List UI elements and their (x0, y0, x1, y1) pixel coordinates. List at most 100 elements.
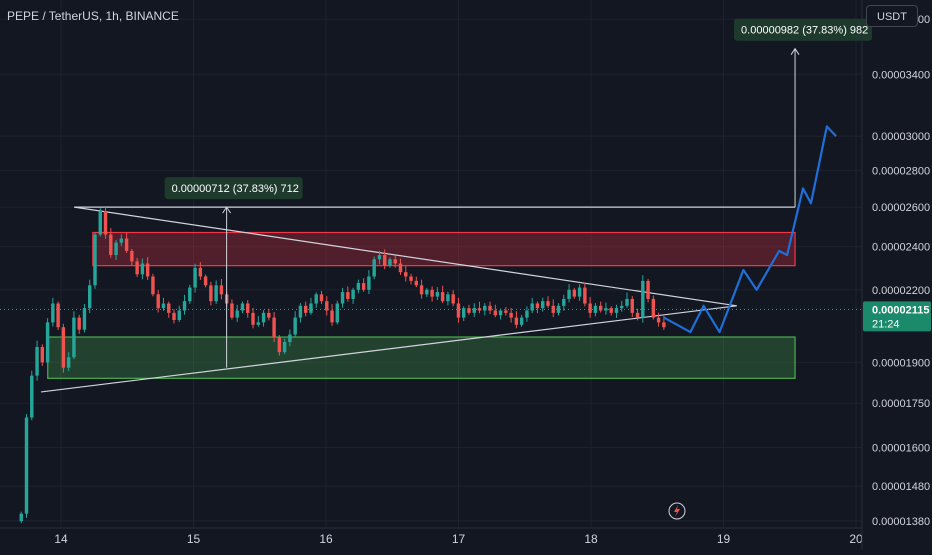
candle-body (72, 317, 76, 358)
candle-body (61, 327, 66, 368)
candle-body (293, 317, 297, 335)
current-price-badge (863, 301, 931, 332)
chart-title: PEPE / TetherUS, 1h, BINANCE (7, 9, 179, 23)
candle-body (372, 259, 376, 277)
candle-body (267, 312, 271, 318)
candle-body (314, 294, 318, 304)
candle-body (361, 283, 366, 290)
candle-body (45, 322, 50, 363)
candle-body (161, 303, 166, 309)
y-tick-label: 0.00001750 (872, 398, 930, 410)
support-zone (47, 336, 796, 379)
x-tick-label: 17 (452, 532, 466, 546)
candle-body (662, 322, 666, 328)
candle-body (214, 285, 218, 302)
candle-body (114, 242, 118, 256)
x-tick-label: 20 (849, 532, 863, 546)
x-tick-label: 18 (584, 532, 598, 546)
candle-body (483, 305, 487, 311)
candle-body (325, 301, 329, 311)
candle-body (393, 259, 397, 264)
candle-body (388, 259, 392, 266)
candle-body (509, 312, 513, 318)
candle-body (651, 298, 656, 318)
candle-body (335, 303, 340, 323)
candle-body (330, 310, 334, 323)
candle-body (145, 263, 150, 277)
candle-body (93, 234, 97, 286)
candle-body (598, 305, 603, 311)
candle-body (309, 303, 313, 313)
measure-arrow (790, 47, 800, 55)
candle-body (456, 303, 461, 318)
candle-body (467, 308, 471, 313)
candle-body (19, 513, 23, 522)
candle-body (609, 308, 613, 313)
candle-body (562, 298, 566, 306)
y-tick-label: 0.00002400 (872, 242, 930, 254)
candle-body (630, 298, 634, 313)
candle-body (356, 283, 361, 290)
candle-body (367, 276, 371, 290)
candle-body (182, 301, 187, 311)
y-tick-label: 0.00001600 (872, 443, 930, 455)
candle-body (641, 280, 645, 318)
candle-body (446, 294, 450, 302)
candle-body (504, 310, 508, 313)
candle-body (240, 303, 245, 311)
lightning-bolt-icon (674, 505, 680, 517)
candle-body (440, 292, 445, 302)
candle-body (514, 317, 519, 325)
candle-body (298, 305, 303, 318)
candle-body (409, 276, 413, 281)
candle-body (209, 285, 213, 302)
candle-body (140, 263, 145, 275)
candle-body (546, 301, 550, 306)
candle-body (272, 317, 276, 338)
candle-body (477, 308, 482, 311)
y-tick-label: 0.00002600 (872, 202, 930, 214)
candle-body (56, 303, 60, 328)
candle-body (235, 310, 239, 318)
candle-body (203, 276, 208, 286)
candle-body (346, 292, 350, 299)
candle-body (472, 308, 476, 313)
candle-body (124, 238, 129, 251)
candle-body (256, 322, 260, 325)
candle-body (462, 308, 466, 318)
candle-body (103, 210, 108, 235)
candle-body (193, 267, 197, 288)
candle-body (430, 289, 434, 297)
candle-body (219, 285, 224, 295)
candle-body (88, 285, 92, 309)
candle-body (604, 308, 608, 311)
candle-body (530, 303, 534, 311)
candle-body (493, 310, 498, 316)
candle-body (246, 303, 250, 313)
candle-body (593, 305, 598, 313)
candle-body (625, 298, 629, 306)
currency-button[interactable]: USDT (866, 5, 918, 27)
candle-body (51, 303, 55, 323)
candle-body (261, 312, 266, 323)
candle-body (24, 417, 29, 514)
candle-body (519, 317, 524, 325)
candle-body (419, 285, 424, 295)
candle-body (614, 308, 619, 313)
candle-body (282, 341, 287, 353)
candle-body (188, 287, 192, 302)
triangle-lower-line (41, 305, 737, 393)
measure-label: 0.00000712 (37.83%) 712 (172, 183, 299, 195)
measure-label: 0.00000982 (37.83%) 982 (741, 25, 868, 37)
candle-body (303, 305, 308, 313)
measure-label-box (164, 177, 303, 200)
candle-body (572, 289, 577, 297)
candle-body (135, 261, 139, 275)
candle-body (382, 255, 387, 266)
candle-body (172, 312, 176, 320)
candle-body (398, 263, 403, 273)
candle-body (377, 255, 382, 260)
